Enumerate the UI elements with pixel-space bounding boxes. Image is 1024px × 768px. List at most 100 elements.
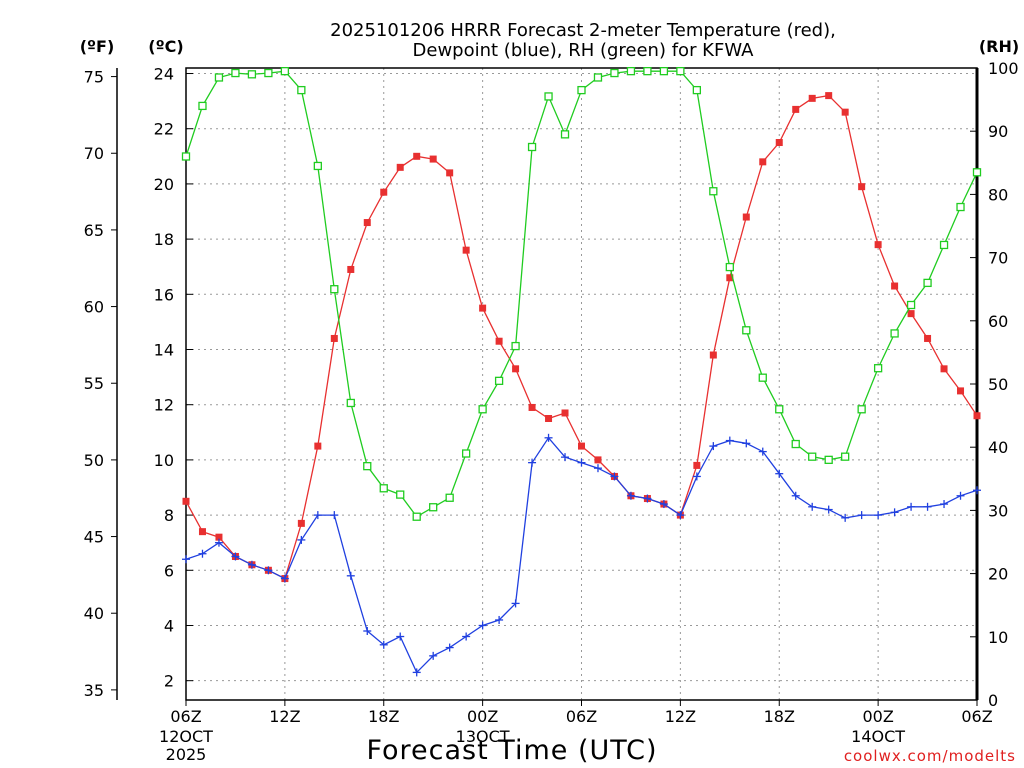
rh-point [478, 405, 487, 414]
x-tick-label: 18Z [764, 707, 795, 726]
dewpoint-point [363, 627, 372, 636]
rh-point [280, 67, 290, 76]
rh-point [890, 329, 899, 338]
rh-point [511, 341, 520, 351]
rh-point [461, 449, 471, 458]
temperature-point [528, 403, 536, 411]
dewpoint-point [725, 436, 734, 445]
dewpoint-point [890, 508, 899, 517]
rh-point [906, 300, 916, 310]
credit-text: coolwx.com/modelts [844, 747, 1016, 765]
rh-point [725, 262, 734, 272]
x-tick-label: 12Z [665, 707, 696, 726]
dewpoint-point [495, 615, 504, 624]
x-tick-label: 12Z [269, 707, 300, 726]
celsius-tick-label: 24 [154, 65, 174, 84]
temperature-point [775, 139, 783, 147]
temperature-point [297, 519, 305, 527]
x-tick-label: 18Z [368, 707, 399, 726]
temperature-point [907, 310, 915, 318]
rh-point [379, 484, 388, 493]
temperature-point [182, 497, 190, 505]
temperature-point [512, 365, 520, 373]
dewpoint-point [973, 486, 981, 495]
temperature-point [314, 442, 322, 450]
rh-tick-label: 30 [988, 501, 1008, 520]
rh-point [445, 493, 454, 502]
rh-point [544, 92, 553, 101]
dewpoint-point [412, 668, 421, 677]
dewpoint-point [775, 469, 784, 478]
plot-frame [185, 67, 978, 701]
rh-point [264, 68, 273, 78]
temperature-point [874, 241, 882, 249]
rh-point [791, 439, 800, 449]
x-tick-label: 06Z [566, 707, 597, 726]
dewpoint-point [956, 491, 965, 500]
dewpoint-point [758, 447, 767, 456]
temperature-point [413, 152, 421, 160]
dewpoint-point [643, 494, 652, 503]
temperature-point [825, 92, 833, 100]
rh-tick-label: 50 [988, 375, 1008, 394]
temperature-point [709, 351, 717, 359]
temperature-point [891, 282, 899, 290]
celsius-tick-label: 12 [154, 396, 174, 415]
rh-tick-label: 0 [988, 691, 998, 710]
dewpoint-point [709, 442, 718, 451]
temperature-point [198, 528, 206, 536]
fahrenheit-tick-label: 50 [84, 451, 104, 470]
rh-point [181, 152, 191, 161]
temperature-point [808, 94, 816, 102]
x-axis-title: Forecast Time (UTC) [366, 735, 657, 766]
temperature-point [924, 334, 932, 342]
dewpoint-point [396, 632, 405, 641]
temperature-point [578, 442, 585, 450]
dewpoint-point [610, 472, 619, 481]
rh-tick-label: 100 [988, 59, 1019, 78]
dewpoint-point [429, 651, 438, 660]
rh-point [824, 455, 833, 464]
celsius-tick-label: 8 [164, 506, 174, 525]
celsius-tick-label: 2 [164, 672, 174, 691]
rh-point [808, 452, 817, 461]
temperature-point [759, 158, 767, 166]
dewpoint-point [182, 555, 190, 564]
dewpoint-point [264, 566, 273, 575]
rh-point [626, 67, 636, 76]
date-label: 13OCT [456, 727, 510, 746]
series-layer [181, 67, 982, 677]
dewpoint-point [907, 502, 916, 511]
temperature-point [792, 105, 800, 113]
temperature-point [742, 213, 750, 221]
dewpoint-point [808, 502, 817, 511]
rh-point [873, 364, 883, 373]
fahrenheit-axis-unit: (ºF) [80, 37, 115, 56]
temperature-point [347, 265, 355, 273]
dewpoint-point [330, 511, 339, 520]
dewpoint-point [198, 549, 207, 558]
rh-point [577, 85, 586, 95]
fahrenheit-tick-label: 60 [84, 298, 104, 317]
dewpoint-point [297, 535, 306, 544]
dewpoint-point [923, 502, 932, 511]
temperature-point [479, 304, 487, 312]
rh-point [939, 240, 949, 250]
dewpoint-point [874, 511, 883, 520]
temperature-point [429, 155, 437, 163]
dewpoint-point [544, 433, 553, 442]
rh-point [593, 73, 603, 82]
rh-axis-unit: (RH) [979, 37, 1019, 56]
dewpoint-point [659, 500, 668, 509]
temperature-point [545, 414, 553, 422]
celsius-tick-label: 18 [154, 230, 174, 249]
temperature-point [495, 337, 503, 345]
temperature-point [858, 183, 866, 191]
dewpoint-point [940, 500, 949, 509]
dewpoint-point [577, 458, 586, 467]
temperature-point [330, 334, 338, 342]
temperature-point [841, 108, 849, 116]
celsius-tick-label: 6 [164, 561, 174, 580]
x-tick-label: 00Z [467, 707, 498, 726]
